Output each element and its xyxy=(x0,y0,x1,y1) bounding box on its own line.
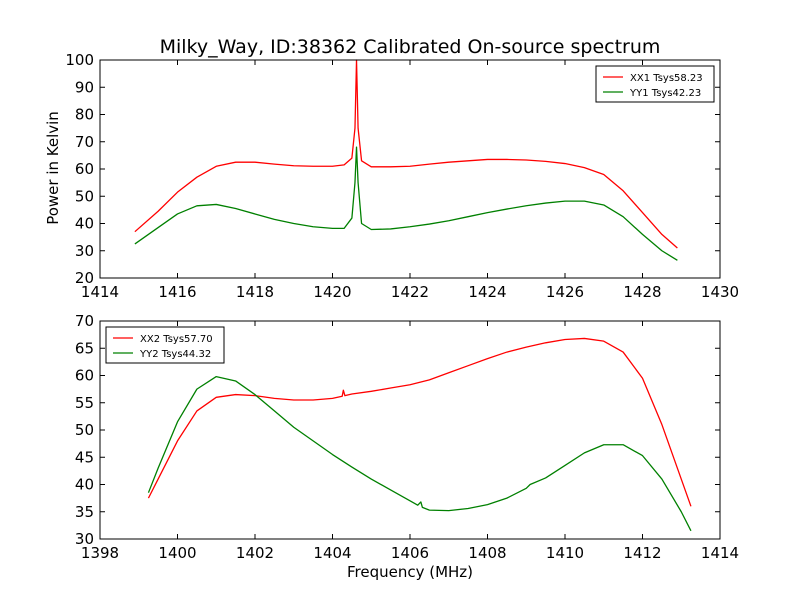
top-y-tick-label: 40 xyxy=(75,215,94,233)
bottom-x-tick-label: 1412 xyxy=(623,544,661,562)
top-x-tick-label: 1424 xyxy=(468,283,506,301)
bottom-x-tick-label: 1400 xyxy=(158,544,196,562)
figure-title: Milky_Way, ID:38362 Calibrated On-source… xyxy=(160,36,661,58)
top-y-tick-label: 80 xyxy=(75,106,94,124)
top-x-tick-label: 1416 xyxy=(158,283,196,301)
bottom-x-tick-label: 1404 xyxy=(313,544,351,562)
bottom-x-tick-label: 1414 xyxy=(701,544,739,562)
bottom-x-tick-label: 1402 xyxy=(236,544,274,562)
bottom-legend-box xyxy=(105,326,225,364)
x-axis-label: Frequency (MHz) xyxy=(347,563,473,581)
bottom-x-tick-label: 1406 xyxy=(391,544,429,562)
bottom-legend: XX2 Tsys57.70 YY2 Tsys44.32 xyxy=(105,326,225,364)
bottom-x-tick-label: 1410 xyxy=(546,544,584,562)
bottom-y-tick-label: 35 xyxy=(75,503,94,521)
bottom-legend-label-2: YY2 Tsys44.32 xyxy=(139,349,211,360)
top-plot: 1414 1416 1418 1420 1422 1424 1426 1428 1430 20 30… xyxy=(65,51,739,301)
bottom-x-tick-label: 1408 xyxy=(468,544,506,562)
top-y-tick-label: 50 xyxy=(75,187,94,205)
top-y-tick-label: 30 xyxy=(75,242,94,260)
bottom-y-tick-label: 45 xyxy=(75,448,94,466)
top-y-tick-label: 20 xyxy=(75,269,94,287)
top-x-tick-label: 1430 xyxy=(701,283,739,301)
bottom-series-line-2 xyxy=(147,375,692,532)
top-y-tick-label: 100 xyxy=(65,51,94,69)
top-legend-label-2: YY1 Tsys42.23 xyxy=(629,88,701,99)
bottom-y-tick-label: 55 xyxy=(75,394,94,412)
top-legend-box xyxy=(595,65,715,103)
top-x-tick-label: 1422 xyxy=(391,283,429,301)
top-y-tick-label: 70 xyxy=(75,133,94,151)
bottom-y-tick-label: 60 xyxy=(75,367,94,385)
top-legend: XX1 Tsys58.23 YY1 Tsys42.23 xyxy=(595,65,715,103)
top-series-line-1 xyxy=(134,59,678,249)
bottom-y-tick-label: 30 xyxy=(75,530,94,548)
top-legend-label-1: XX1 Tsys58.23 xyxy=(630,73,703,84)
bottom-legend-label-1: XX2 Tsys57.70 xyxy=(140,334,213,345)
bottom-y-tick-label: 70 xyxy=(75,312,94,330)
bottom-y-tick-label: 50 xyxy=(75,421,94,439)
bottom-plot: 1398 1400 1402 1404 1406 1408 1410 1412 1414 30 35… xyxy=(75,312,739,562)
top-x-tick-label: 1420 xyxy=(313,283,351,301)
top-x-tick-label: 1426 xyxy=(546,283,584,301)
top-series-line-2 xyxy=(134,146,678,261)
bottom-series-line-1 xyxy=(147,337,692,507)
y-axis-label: Power in Kelvin xyxy=(44,111,62,225)
top-y-tick-label: 60 xyxy=(75,160,94,178)
bottom-y-tick-label: 40 xyxy=(75,476,94,494)
top-y-tick-label: 90 xyxy=(75,78,94,96)
bottom-y-tick-label: 65 xyxy=(75,339,94,357)
bottom-x-tick-label: 1398 xyxy=(81,544,119,562)
top-x-tick-label: 1418 xyxy=(236,283,274,301)
top-x-tick-label: 1428 xyxy=(623,283,661,301)
top-x-tick-label: 1414 xyxy=(81,283,119,301)
